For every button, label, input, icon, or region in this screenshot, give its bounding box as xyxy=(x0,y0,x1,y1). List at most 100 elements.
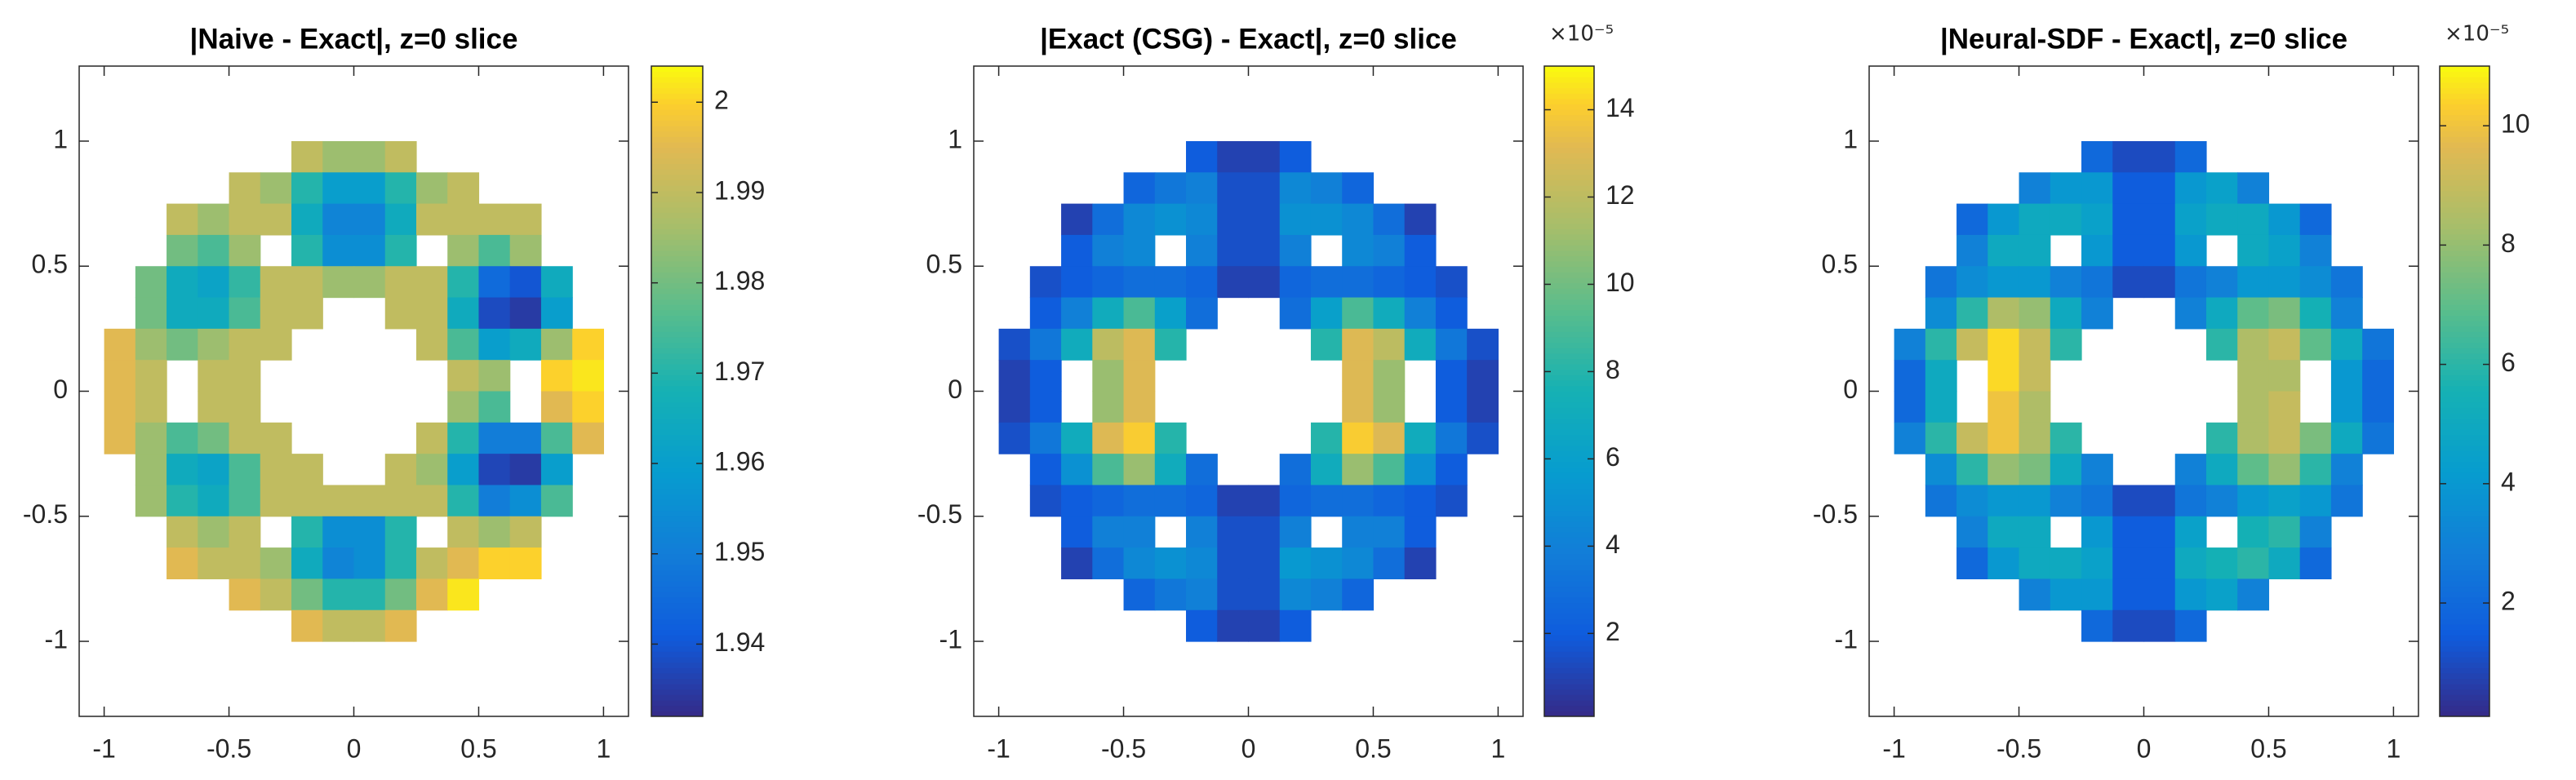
heatmap-cell xyxy=(2081,454,2113,486)
heatmap-cell xyxy=(2143,609,2176,642)
x-tick-label: 0.5 xyxy=(2250,733,2286,763)
colorbar-swatch xyxy=(2440,174,2489,180)
heatmap-cell xyxy=(1373,234,1406,267)
colorbar-swatch xyxy=(651,689,703,695)
heatmap-cell xyxy=(1342,203,1375,236)
heatmap-cell xyxy=(1988,547,2020,580)
colorbar-swatch xyxy=(1544,304,1594,311)
heatmap-cell xyxy=(291,609,323,642)
colorbar-swatch xyxy=(651,185,703,192)
heatmap-cell xyxy=(1248,234,1281,267)
colorbar-swatch xyxy=(651,521,703,528)
colorbar-swatch xyxy=(1544,694,1594,701)
heatmap-cell xyxy=(1217,172,1250,205)
heatmap-cell xyxy=(167,547,198,580)
colorbar-swatch xyxy=(2440,667,2489,674)
y-tick-label: 0 xyxy=(53,374,68,404)
colorbar-swatch xyxy=(2440,543,2489,549)
heatmap-cell xyxy=(1373,485,1406,517)
colorbar-swatch xyxy=(651,645,703,652)
colorbar-swatch xyxy=(2440,672,2489,680)
colorbar-swatch xyxy=(1544,369,1594,376)
heatmap-cell xyxy=(2019,578,2051,611)
colorbar-swatch xyxy=(651,136,703,143)
colorbar-swatch xyxy=(651,71,703,78)
heatmap-cell xyxy=(1154,266,1187,299)
colorbar-swatch xyxy=(651,483,703,490)
colorbar-swatch xyxy=(651,494,703,500)
heatmap-cell xyxy=(135,422,167,454)
heatmap-cell xyxy=(229,516,261,548)
heatmap-cell xyxy=(229,234,261,267)
colorbar-swatch xyxy=(651,304,703,311)
colorbar-swatch xyxy=(2440,342,2489,348)
heatmap-cell xyxy=(384,609,417,642)
heatmap-cell xyxy=(1123,578,1156,611)
y-tick-label: -1 xyxy=(45,624,68,654)
colorbar-tick-label: 1.95 xyxy=(714,537,765,566)
heatmap-cell xyxy=(1342,516,1375,548)
heatmap-cell xyxy=(384,547,417,580)
heatmap-cell xyxy=(1310,454,1343,486)
y-tick-label: -1 xyxy=(1835,624,1858,654)
colorbar-swatch xyxy=(2440,596,2489,604)
heatmap-cell xyxy=(1310,266,1343,299)
colorbar-swatch xyxy=(651,553,703,560)
colorbar-swatch xyxy=(651,321,703,327)
heatmap-cell xyxy=(2050,328,2082,361)
colorbar-swatch xyxy=(1544,153,1594,159)
colorbar-swatch xyxy=(651,212,703,219)
heatmap-cell xyxy=(1988,391,2020,423)
heatmap-cell xyxy=(2237,328,2270,361)
heatmap-cell xyxy=(2019,203,2051,236)
colorbar-swatch xyxy=(2440,461,2489,468)
heatmap-cell xyxy=(2143,266,2176,299)
colorbar-swatch xyxy=(651,217,703,224)
heatmap-cell xyxy=(1154,422,1187,454)
heatmap-cell xyxy=(384,578,417,611)
heatmap-cell xyxy=(1029,422,1062,454)
colorbar-swatch xyxy=(1544,672,1594,680)
colorbar-swatch xyxy=(1544,645,1594,652)
colorbar-swatch xyxy=(1544,483,1594,490)
heatmap-cell xyxy=(2143,172,2176,205)
heatmap-cell xyxy=(2050,172,2082,205)
colorbar-swatch xyxy=(1544,87,1594,94)
colorbar-tick-label: 12 xyxy=(1606,180,1635,210)
x-tick-label: 0 xyxy=(1241,733,1256,763)
colorbar-swatch xyxy=(2440,385,2489,392)
colorbar-swatch xyxy=(2440,104,2489,110)
heatmap-cell xyxy=(1956,234,1988,267)
colorbar-swatch xyxy=(1544,77,1594,83)
heatmap-cell xyxy=(2174,266,2207,299)
colorbar-swatch xyxy=(1544,397,1594,403)
heatmap-cell xyxy=(2081,172,2113,205)
colorbar-swatch xyxy=(2440,348,2489,354)
heatmap-cell xyxy=(1248,266,1281,299)
heatmap-cell xyxy=(415,578,448,611)
colorbar-swatch xyxy=(651,272,703,278)
colorbar-swatch xyxy=(1544,580,1594,587)
heatmap-cell xyxy=(384,172,417,205)
colorbar-swatch xyxy=(651,374,703,381)
heatmap-cell xyxy=(353,516,386,548)
heatmap-cell xyxy=(415,297,448,330)
heatmap-cell xyxy=(998,360,1031,392)
colorbar-swatch xyxy=(1544,239,1594,246)
heatmap-cell xyxy=(291,172,323,205)
heatmap-cell xyxy=(1248,547,1281,580)
colorbar-swatch xyxy=(651,223,703,229)
colorbar-swatch xyxy=(1544,380,1594,387)
heatmap-cell xyxy=(1029,485,1062,517)
colorbar-swatch xyxy=(651,353,703,360)
heatmap-cell xyxy=(1373,547,1406,580)
heatmap-cell xyxy=(2237,172,2270,205)
colorbar-swatch xyxy=(1544,624,1594,631)
colorbar-swatch xyxy=(651,153,703,159)
heatmap-cell xyxy=(998,328,1031,361)
heatmap-cell xyxy=(1217,516,1250,548)
colorbar-swatch xyxy=(651,385,703,392)
heatmap-cell xyxy=(384,203,417,236)
colorbar-swatch xyxy=(2440,569,2489,576)
heatmap-cell xyxy=(2019,454,2051,486)
